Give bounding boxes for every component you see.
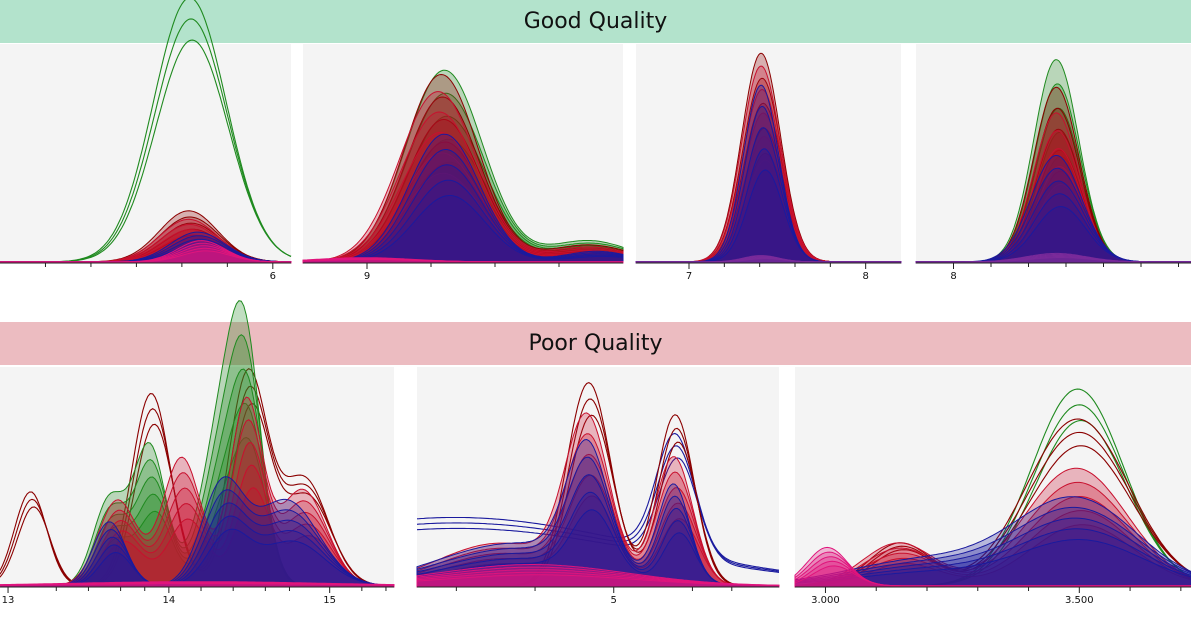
- series-2-trace-2: [302, 131, 624, 264]
- series-0-trace-2: [795, 420, 1191, 587]
- series-3-trace-4: [0, 528, 395, 588]
- plot-area: [417, 367, 779, 587]
- series-4-trace-4: [302, 259, 624, 264]
- series-0-trace-1: [416, 445, 780, 572]
- x-tick-label: 9: [364, 271, 370, 282]
- series-4-trace-4: [416, 574, 780, 588]
- series-4-trace-4: [915, 257, 1191, 264]
- chart-svg-1: 9: [302, 44, 624, 282]
- series-3-trace-4: [635, 258, 902, 264]
- x-tick-label: 13: [2, 595, 15, 606]
- chart-svg-5: 5: [416, 367, 780, 606]
- x-tick-label: 6: [270, 271, 276, 282]
- series-0-trace-2: [416, 457, 780, 573]
- x-tick-label: 14: [162, 595, 175, 606]
- chart-svg-0: 6: [0, 0, 292, 282]
- chart-poor-3: 3.000 3.500: [794, 367, 1191, 607]
- section-banner-good-quality: Good Quality: [0, 0, 1191, 43]
- chart-svg-3: 8: [915, 44, 1191, 282]
- series-2-trace-0: [794, 467, 1191, 588]
- series-4-trace-4: [0, 250, 292, 264]
- x-tick-label: 8: [862, 271, 868, 282]
- series-4-trace-4: [0, 583, 395, 588]
- chart-svg-6: 3.000 3.500: [794, 367, 1191, 606]
- chart-poor-1: 13 14 15: [0, 300, 395, 607]
- x-tick-label: 3.000: [811, 595, 840, 606]
- x-tick-label: 3.500: [1065, 595, 1094, 606]
- series-1-trace-2: [417, 414, 779, 587]
- section-title-good-quality: Good Quality: [523, 9, 668, 34]
- series-3-trace-0: [302, 133, 624, 264]
- section-title-poor-quality: Poor Quality: [528, 331, 663, 356]
- x-tick-label: 7: [686, 271, 692, 282]
- series-3-trace-3: [794, 528, 1191, 588]
- series-3-trace-1: [302, 149, 624, 264]
- x-tick-label: 8: [950, 271, 956, 282]
- chart-svg-4: 13 14 15: [0, 300, 395, 606]
- section-banner-poor-quality: Poor Quality: [0, 322, 1191, 365]
- series-3-trace-2: [794, 517, 1191, 588]
- chart-good-2: 9: [302, 44, 624, 283]
- x-tick-label: 5: [611, 595, 617, 606]
- series-0-trace-0: [302, 69, 624, 264]
- chart-good-1: 6: [0, 0, 292, 283]
- series-0-trace-0: [416, 432, 780, 571]
- chart-poor-2: 5: [416, 367, 780, 607]
- x-tick-label: 15: [323, 595, 336, 606]
- plot-area: [0, 44, 291, 263]
- series-4-trace-4: [794, 565, 1191, 588]
- chart-good-4: 8: [915, 44, 1191, 283]
